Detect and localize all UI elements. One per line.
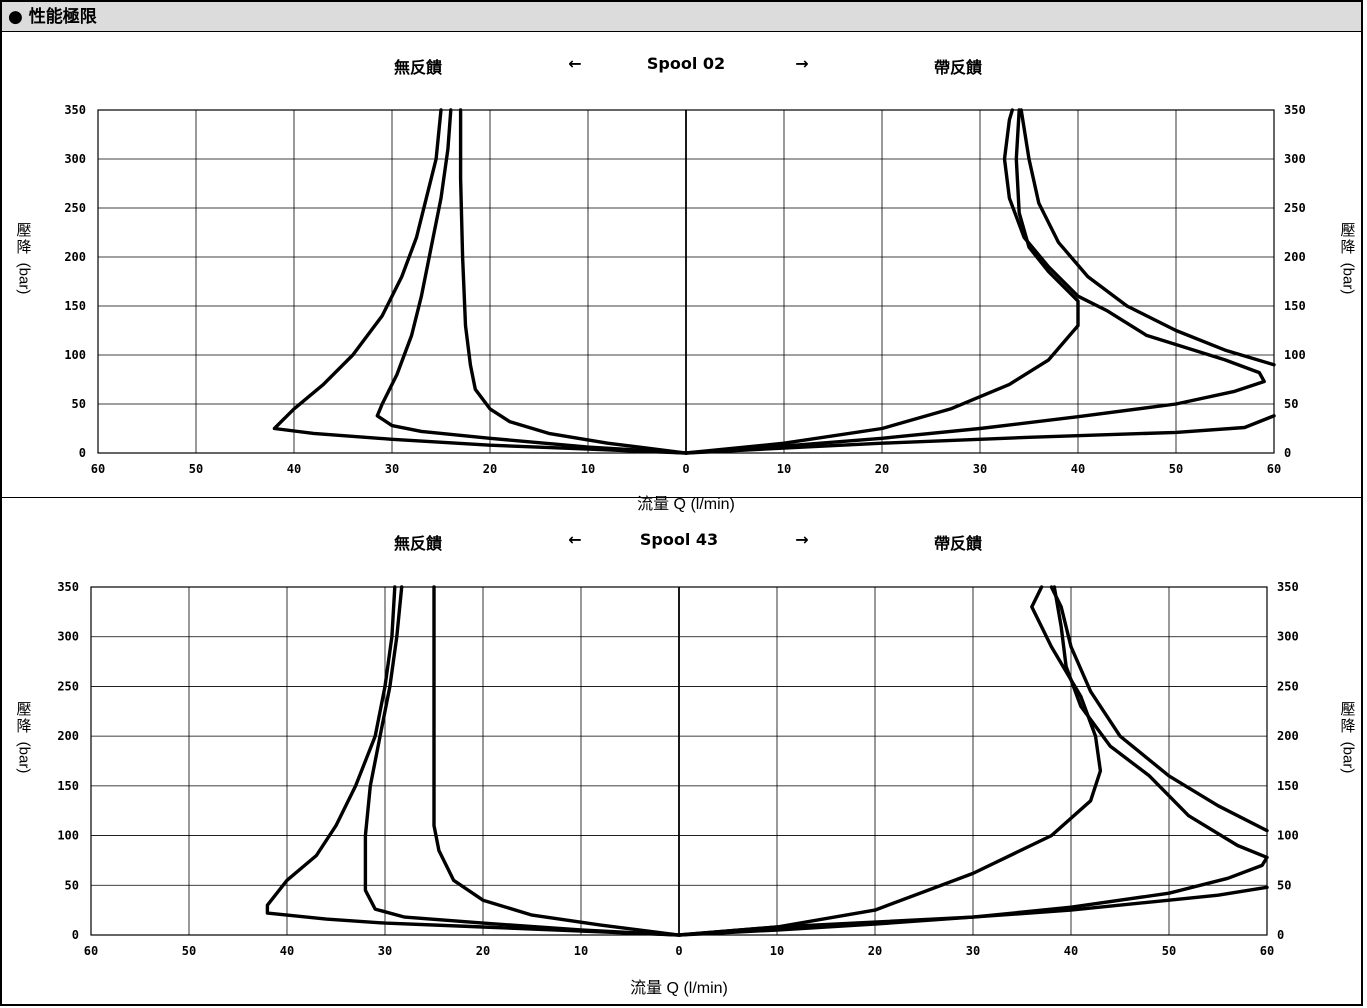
x-tick-label: 10: [574, 944, 588, 958]
panel-label-left: 無反饋: [393, 534, 443, 553]
ylabel-text: 壓降: [16, 220, 32, 256]
y-tick-label-right: 200: [1284, 250, 1306, 264]
panel-label-left: 無反饋: [393, 58, 443, 77]
ylabel-left: 壓降 (bar): [14, 220, 34, 294]
y-tick-label-left: 200: [64, 250, 86, 264]
panel-divider: [2, 497, 1361, 498]
series-line-right-5: [684, 108, 1266, 455]
x-tick-label: 20: [875, 462, 889, 476]
y-tick-label-right: 50: [1284, 397, 1298, 411]
x-tick-label: 40: [1071, 462, 1085, 476]
x-tick-label: 60: [84, 944, 98, 958]
panel-label-right: 帶反饋: [933, 534, 983, 553]
x-tick-label: 50: [1169, 462, 1183, 476]
panel-label-right: 帶反饋: [933, 58, 983, 77]
y-tick-label-left: 0: [72, 928, 79, 942]
spool-label: Spool 43: [639, 530, 719, 549]
series-line-left-2: [375, 108, 688, 455]
y-tick-label-left: 50: [72, 397, 86, 411]
y-tick-label-right: 0: [1284, 446, 1291, 460]
ylabel-text: 壓降: [1340, 220, 1356, 256]
y-tick-label-left: 0: [79, 446, 86, 460]
panel-header: 無反饋 ← Spool 02 → 帶反饋: [0, 54, 1367, 78]
ylabel-right: 壓降 (bar): [1338, 700, 1358, 774]
y-tick-label-right: 350: [1277, 580, 1299, 594]
series-line-right-6: [677, 585, 1103, 937]
y-tick-label-right: 300: [1284, 152, 1306, 166]
series-line-left-1: [272, 108, 688, 455]
series-line-right-6: [684, 108, 1080, 455]
x-tick-label: 30: [973, 462, 987, 476]
x-tick-label: 10: [581, 462, 595, 476]
x-tick-label: 20: [868, 944, 882, 958]
arrow-right-icon: →: [795, 54, 809, 73]
y-tick-label-left: 100: [57, 829, 79, 843]
ylabel-text: 壓降: [16, 700, 32, 735]
x-axis-label: 流量 Q (l/min): [637, 496, 735, 513]
series-line-right-7: [1019, 108, 1276, 367]
y-tick-label-left: 300: [57, 630, 79, 644]
y-tick-label-right: 150: [1284, 299, 1306, 313]
x-tick-label: 40: [280, 944, 294, 958]
y-tick-label-right: 100: [1277, 829, 1299, 843]
y-tick-label-right: 350: [1284, 103, 1306, 117]
x-tick-label: 30: [378, 944, 392, 958]
y-tick-label-right: 250: [1277, 679, 1299, 693]
series-line-left-1: [265, 585, 681, 937]
x-tick-label: 30: [966, 944, 980, 958]
ylabel-left: 壓降 (bar): [14, 700, 34, 774]
arrow-right-icon: →: [795, 530, 809, 549]
y-tick-label-left: 350: [64, 103, 86, 117]
series-line-right-4: [684, 414, 1276, 455]
x-tick-label: 50: [1162, 944, 1176, 958]
y-tick-label-right: 50: [1277, 878, 1291, 892]
x-tick-label: 10: [777, 462, 791, 476]
x-tick-label: 60: [1260, 944, 1274, 958]
y-tick-label-left: 150: [57, 779, 79, 793]
x-tick-label: 20: [483, 462, 497, 476]
y-tick-label-right: 200: [1277, 729, 1299, 743]
ylabel-right: 壓降 (bar): [1338, 220, 1358, 294]
series-line-left-3: [458, 108, 688, 455]
panel-header: 無反饋 ← Spool 43 → 帶反饋: [0, 530, 1367, 554]
series-line-left-3: [432, 585, 681, 937]
arrow-left-icon: ←: [568, 530, 582, 549]
y-tick-label-right: 250: [1284, 201, 1306, 215]
y-tick-label-right: 0: [1277, 928, 1284, 942]
x-tick-label: 50: [189, 462, 203, 476]
x-tick-label: 30: [385, 462, 399, 476]
y-tick-label-left: 100: [64, 348, 86, 362]
series-line-left-2: [363, 585, 681, 937]
x-tick-label: 40: [287, 462, 301, 476]
series-line-right-5: [677, 585, 1269, 937]
y-tick-label-left: 250: [64, 201, 86, 215]
arrow-left-icon: ←: [568, 54, 582, 73]
y-tick-label-left: 200: [57, 729, 79, 743]
x-tick-label: 60: [1267, 462, 1281, 476]
y-tick-label-left: 300: [64, 152, 86, 166]
x-tick-label: 20: [476, 944, 490, 958]
y-tick-label-right: 100: [1284, 348, 1306, 362]
page-title: ● 性能極限: [2, 2, 1361, 32]
y-tick-label-left: 150: [64, 299, 86, 313]
x-tick-label: 0: [682, 462, 689, 476]
y-tick-label-left: 250: [57, 679, 79, 693]
ylabel-text: 壓降: [1340, 700, 1356, 735]
y-tick-label-left: 350: [57, 580, 79, 594]
x-axis-label: 流量 Q (l/min): [630, 980, 728, 997]
series-line-right-7: [1049, 585, 1269, 833]
x-tick-label: 40: [1064, 944, 1078, 958]
x-tick-label: 50: [182, 944, 196, 958]
y-tick-label-right: 150: [1277, 779, 1299, 793]
x-tick-label: 0: [675, 944, 682, 958]
x-tick-label: 60: [91, 462, 105, 476]
spool-label: Spool 02: [646, 54, 726, 73]
y-tick-label-left: 50: [65, 878, 79, 892]
x-tick-label: 10: [770, 944, 784, 958]
y-tick-label-right: 300: [1277, 630, 1299, 644]
